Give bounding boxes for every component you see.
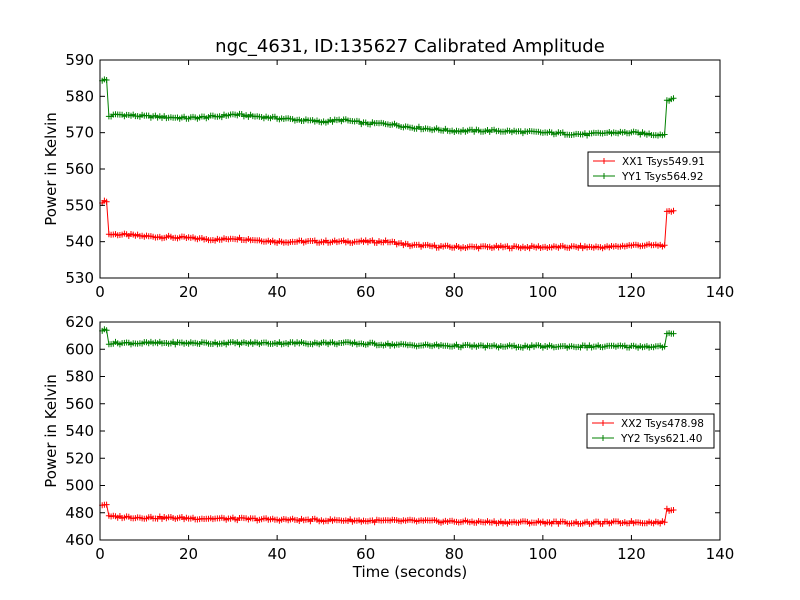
series-group: [99, 326, 677, 527]
series-markers-2: [99, 76, 677, 139]
legend-box: [586, 413, 715, 449]
x-tick-label: 80: [445, 545, 464, 563]
chart-panel-2: 0 20 40 60 80 100 120 140 460 480 500 520 540 560 580 6…: [42, 313, 734, 581]
legend-marker: [601, 173, 607, 179]
y-tick-label: 560: [65, 160, 94, 178]
x-tick-label: 140: [706, 283, 735, 301]
y-tick-label: 620: [65, 313, 94, 331]
y-tick-label: 570: [65, 124, 94, 142]
x-tick-label: 20: [179, 545, 198, 563]
x-tick-label: 120: [617, 545, 646, 563]
legend-marker: [600, 420, 606, 426]
legend-label: YY2 Tsys621.40: [620, 433, 702, 445]
y-tick-label: 480: [65, 504, 94, 522]
y-tick-label: 520: [65, 449, 94, 467]
y-tick-label: 500: [65, 477, 94, 495]
y-tick-label: 580: [65, 87, 94, 105]
x-tick-label: 60: [356, 545, 375, 563]
legend-label: YY1 Tsys564.92: [621, 171, 703, 183]
x-tick-label: 100: [529, 545, 558, 563]
x-tick-label: 40: [268, 545, 287, 563]
x-axis-label: Time (seconds): [352, 563, 468, 581]
legend-box: [587, 151, 721, 187]
y-tick-label: 600: [65, 340, 94, 358]
series-markers-2: [99, 326, 677, 351]
x-tick-label: 20: [179, 283, 198, 301]
series-group: [99, 76, 677, 252]
y-tick-label: 550: [65, 196, 94, 214]
y-tick-label: 580: [65, 368, 94, 386]
x-tick-label: 80: [445, 283, 464, 301]
x-tick-label: 40: [268, 283, 287, 301]
y-tick-label: 560: [65, 395, 94, 413]
x-tick-label: 0: [95, 545, 105, 563]
y-tick-label: 590: [65, 51, 94, 69]
y-axis-label: Power in Kelvin: [42, 374, 60, 488]
x-tick-label: 100: [529, 283, 558, 301]
y-tick-label: 530: [65, 269, 94, 287]
legend-marker: [600, 435, 606, 441]
legend-label: XX2 Tsys478.98: [621, 418, 704, 430]
series-markers-1: [99, 501, 677, 527]
y-tick-label: 460: [65, 531, 94, 549]
series-markers-1: [99, 197, 677, 252]
legend: XX1 Tsys549.91 YY1 Tsys564.92: [587, 151, 721, 187]
x-tick-label: 0: [95, 283, 105, 301]
x-tick-label: 60: [356, 283, 375, 301]
legend-marker: [601, 158, 607, 164]
x-tick-label: 140: [706, 545, 735, 563]
legend-label: XX1 Tsys549.91: [622, 156, 705, 168]
y-tick-label: 540: [65, 422, 94, 440]
x-tick-label: 120: [617, 283, 646, 301]
chart-title: ngc_4631, ID:135627 Calibrated Amplitude: [215, 36, 605, 57]
chart-panel-1: 0 20 40 60 80 100 120 140 530 540 550 560 570 580 590 n…: [42, 36, 734, 301]
y-tick-label: 540: [65, 233, 94, 251]
y-axis-label: Power in Kelvin: [42, 112, 60, 226]
legend: XX2 Tsys478.98 YY2 Tsys621.40: [586, 413, 715, 449]
